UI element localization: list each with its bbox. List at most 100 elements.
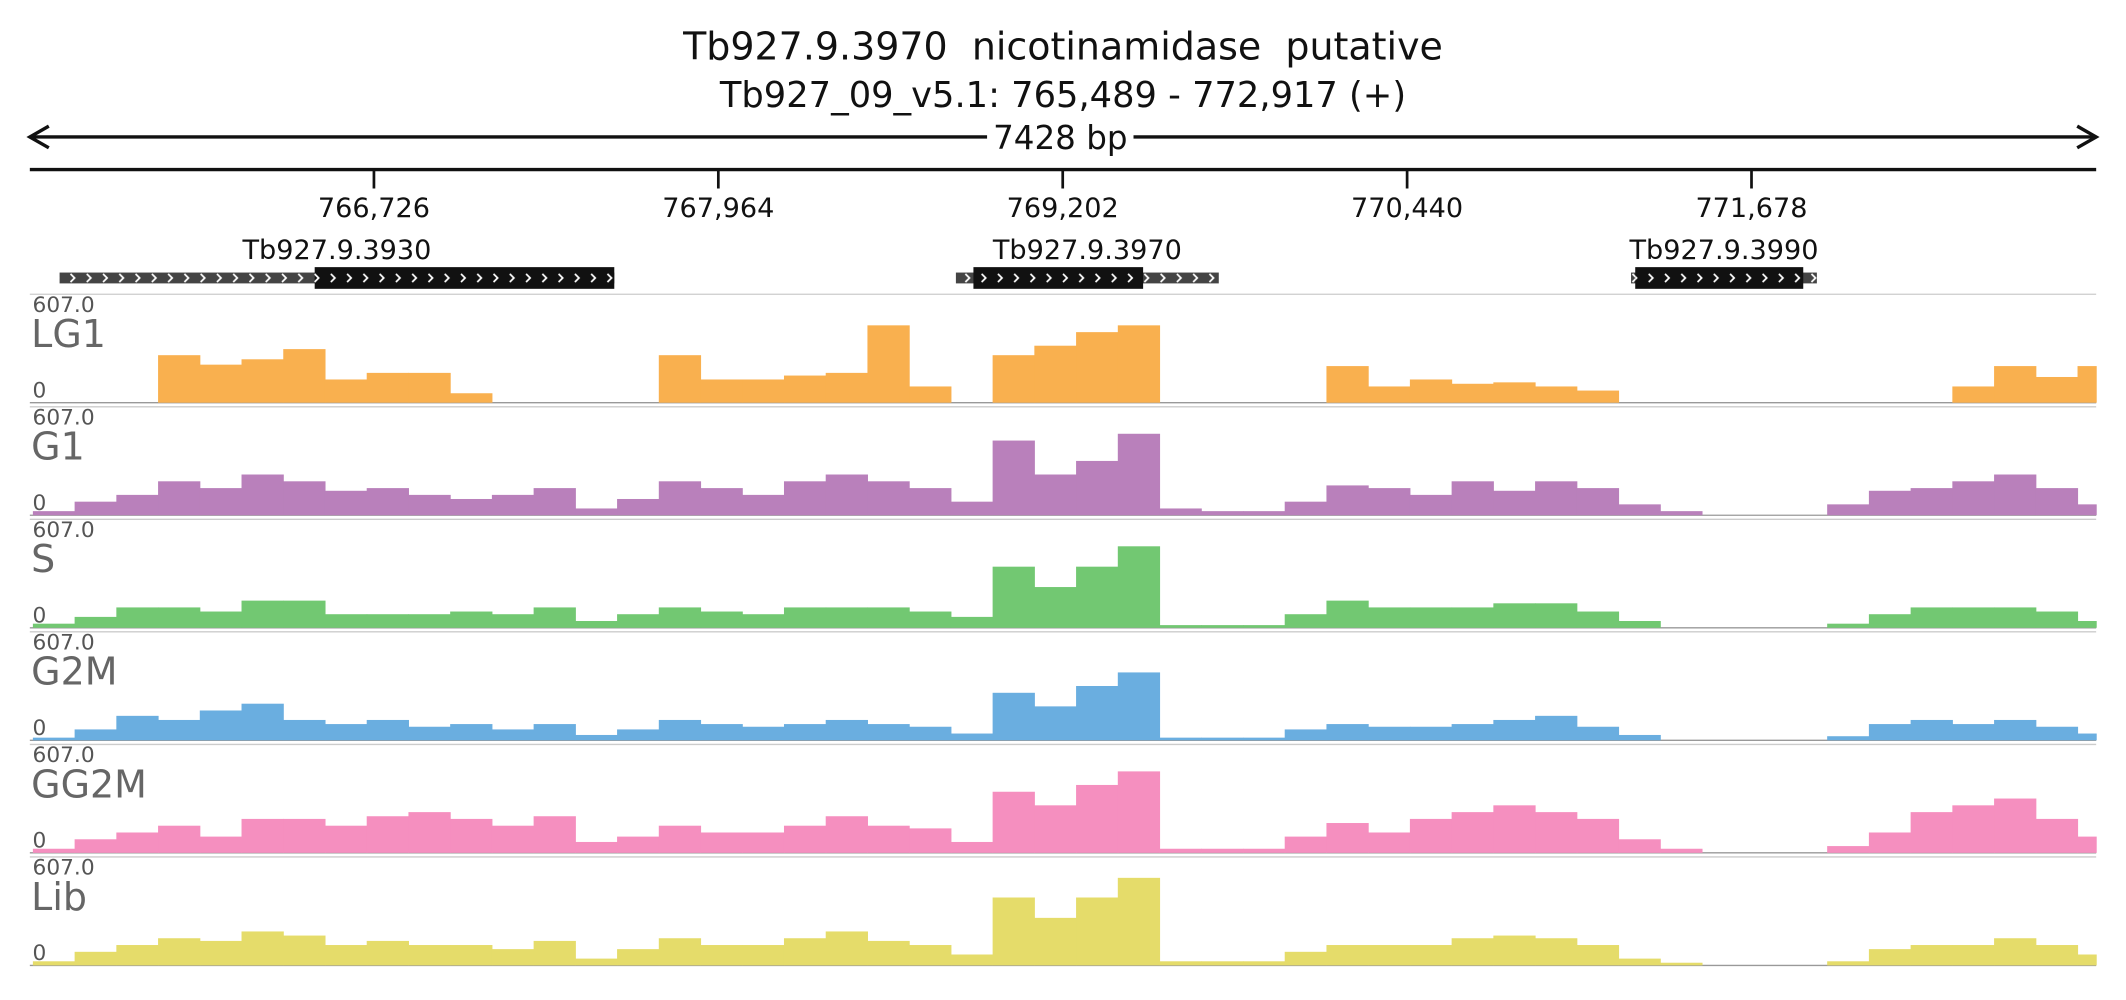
coverage-bar	[617, 949, 660, 966]
track-name: S	[31, 537, 55, 581]
coverage-bar	[1994, 719, 2037, 741]
coverage-bar	[1368, 488, 1411, 516]
coverage-bar	[450, 724, 493, 741]
coverage-bar	[1493, 382, 1536, 403]
coverage-bar	[1242, 511, 1286, 516]
coverage-bar	[283, 600, 326, 628]
coverage-bar	[783, 375, 827, 403]
coverage-bar	[1117, 877, 1161, 966]
coverage-bar	[366, 940, 409, 966]
coverage-bar	[1368, 945, 1411, 966]
coverage-bar	[992, 440, 1035, 516]
track-name: G1	[31, 425, 85, 469]
track-name: G2M	[31, 650, 117, 694]
coverage-bar	[74, 951, 117, 966]
coverage-bar	[1910, 607, 1953, 628]
coverage-bar	[950, 733, 994, 741]
coverage-bar	[2035, 945, 2079, 966]
coverage-bar	[909, 828, 952, 853]
coverage-bar	[450, 945, 493, 966]
coverage-bar	[158, 938, 201, 966]
coverage-bar	[1117, 771, 1161, 853]
coverage-bar	[617, 498, 660, 516]
coverage-bar	[1368, 726, 1411, 741]
coverage-bar	[1451, 383, 1494, 403]
coverage-bar	[450, 393, 493, 403]
coverage-bar	[1576, 611, 1620, 628]
coverage-bar	[1535, 386, 1578, 403]
coverage-bar	[1034, 474, 1077, 516]
coverage-bar	[1284, 951, 1327, 966]
coverage-bar	[1284, 836, 1327, 853]
coverage-bar	[1159, 625, 1202, 628]
coverage-bar	[992, 566, 1035, 628]
coverage-bar	[324, 724, 368, 741]
track-name: LG1	[31, 312, 106, 356]
coverage-bar	[1242, 848, 1286, 853]
coverage-bar	[1451, 812, 1494, 853]
coverage-bar	[575, 621, 618, 628]
y-tick-label: 607.0	[33, 293, 95, 318]
coverage-bar	[408, 494, 451, 516]
coverage-bar	[116, 494, 159, 516]
coverage-bar	[909, 726, 952, 741]
x-tick-label: 767,964	[662, 193, 774, 224]
coverage-bar	[1409, 494, 1453, 516]
coverage-bar	[700, 488, 743, 516]
coverage-bar	[1910, 945, 1953, 966]
gene-label: Tb927.9.3970	[992, 235, 1182, 266]
coverage-bar	[1451, 481, 1494, 516]
coverage-bar	[867, 325, 910, 403]
coverage-bar	[1868, 949, 1912, 966]
coverage-bar	[1076, 566, 1119, 628]
coverage-bar	[1076, 332, 1119, 403]
coverage-bar	[617, 729, 660, 741]
coverage-bar	[408, 726, 451, 741]
x-tick-label: 766,726	[318, 193, 430, 224]
gene-cds-arrows	[1635, 267, 1804, 289]
coverage-bar	[1576, 818, 1620, 853]
coverage-bar	[1994, 474, 2037, 516]
coverage-bar	[1910, 719, 1953, 741]
coverage-bar	[1493, 719, 1536, 741]
coverage-bar	[783, 938, 827, 966]
coverage-bar	[867, 607, 910, 628]
coverage-bar	[825, 719, 868, 741]
coverage-bar	[1910, 488, 1953, 516]
coverage-bar	[1952, 481, 1995, 516]
coverage-bar	[283, 719, 326, 741]
coverage-bar	[617, 614, 660, 628]
coverage-bar	[1952, 386, 1995, 403]
coverage-bar	[1868, 490, 1912, 516]
coverage-bar	[1535, 715, 1578, 741]
coverage-bar	[241, 703, 284, 741]
coverage-bar	[1368, 386, 1411, 403]
coverage-bar	[575, 841, 618, 853]
coverage-bar	[1994, 938, 2037, 966]
coverage-bar	[533, 816, 576, 853]
arrow-right	[2076, 124, 2100, 150]
coverage-bar	[241, 931, 284, 966]
coverage-bar	[742, 379, 785, 403]
coverage-bar	[825, 816, 868, 853]
coverage-bar	[950, 954, 994, 966]
track-name: GG2M	[31, 762, 147, 806]
coverage-bar	[241, 359, 284, 403]
coverage-bar	[1201, 848, 1244, 853]
coverage-bar	[1618, 504, 1661, 516]
title: Tb927.9.3970 nicotinamidase putative	[682, 25, 1443, 69]
coverage-bar	[783, 825, 827, 853]
coverage-bar	[1242, 961, 1286, 966]
coverage-bar	[992, 355, 1035, 403]
coverage-bar	[116, 607, 159, 628]
coverage-bar	[2077, 733, 2097, 741]
coverage-bar	[1326, 724, 1369, 741]
coverage-bar	[1618, 958, 1661, 966]
span-label-bg	[987, 119, 1134, 155]
coverage-bar	[533, 488, 576, 516]
coverage-bar	[1242, 737, 1286, 741]
coverage-bar	[533, 607, 576, 628]
coverage-bar	[241, 600, 284, 628]
span-label: 7428 bp	[993, 119, 1127, 157]
coverage-bar	[199, 836, 243, 853]
